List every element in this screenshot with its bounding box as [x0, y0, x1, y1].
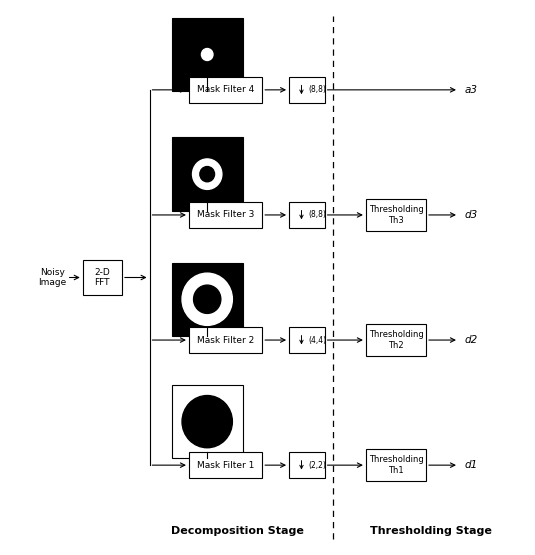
Bar: [189, 327, 262, 353]
Circle shape: [194, 285, 221, 314]
Circle shape: [182, 396, 232, 448]
Text: (8,8): (8,8): [309, 210, 326, 219]
Bar: [172, 138, 242, 211]
Text: Mask Filter 4: Mask Filter 4: [197, 85, 254, 94]
Bar: [172, 18, 242, 91]
Bar: [172, 385, 242, 458]
Text: a3: a3: [464, 85, 477, 95]
Bar: [189, 452, 262, 478]
Text: Thresholding Stage: Thresholding Stage: [370, 526, 492, 536]
Bar: [289, 202, 325, 228]
Text: Thresholding
Th1: Thresholding Th1: [369, 456, 423, 475]
Text: Thresholding
Th2: Thresholding Th2: [369, 330, 423, 350]
Text: Mask Filter 3: Mask Filter 3: [197, 210, 254, 219]
Text: Thresholding
Th3: Thresholding Th3: [369, 205, 423, 225]
Bar: [366, 450, 426, 481]
Bar: [366, 324, 426, 356]
Text: (4,4): (4,4): [309, 336, 327, 345]
Circle shape: [193, 159, 222, 189]
Text: d3: d3: [464, 210, 477, 220]
Bar: [189, 77, 262, 103]
Bar: [189, 202, 262, 228]
Text: (2,2): (2,2): [309, 461, 326, 470]
Text: Mask Filter 1: Mask Filter 1: [197, 461, 254, 470]
Text: Noisy
Image: Noisy Image: [39, 268, 67, 287]
Text: Mask Filter 2: Mask Filter 2: [197, 336, 254, 345]
Circle shape: [200, 166, 215, 182]
Text: d2: d2: [464, 335, 477, 345]
Text: 2-D
FFT: 2-D FFT: [95, 268, 110, 287]
Text: Decomposition Stage: Decomposition Stage: [171, 526, 304, 536]
Bar: [366, 199, 426, 231]
Bar: [289, 327, 325, 353]
Bar: [289, 77, 325, 103]
Bar: [289, 452, 325, 478]
Bar: [172, 263, 242, 336]
Bar: [83, 260, 122, 295]
Text: (8,8): (8,8): [309, 85, 326, 94]
Text: d1: d1: [464, 460, 477, 470]
Circle shape: [182, 273, 232, 325]
Circle shape: [202, 48, 213, 60]
